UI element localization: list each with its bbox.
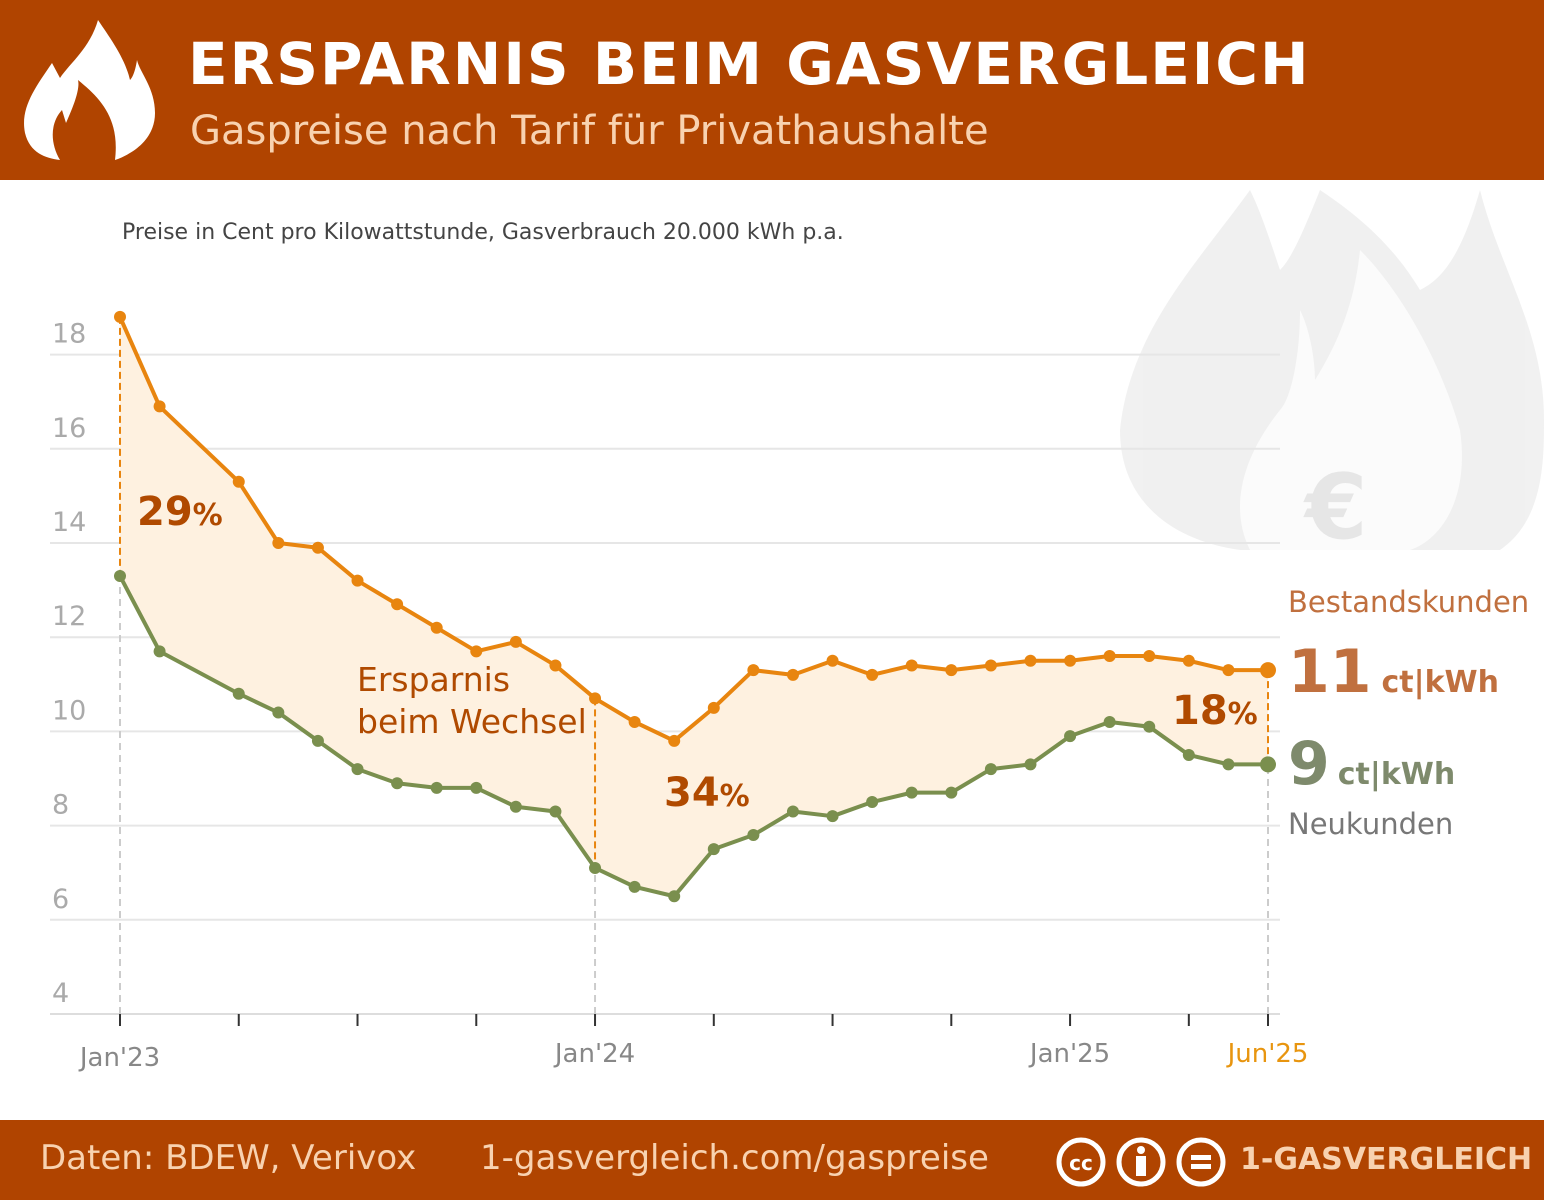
page-title: ERSPARNIS BEIM GASVERGLEICH	[188, 30, 1311, 98]
data-point-bestandskunden	[272, 537, 285, 549]
data-point-neukunden	[668, 890, 681, 903]
chart: € 4 6 8 10 12 14 16 18 Jan'23 Jan'24 Jan'25 Jun'25…	[50, 190, 1544, 1073]
data-point-neukunden	[707, 843, 720, 856]
y-tick-label: 10	[52, 695, 86, 726]
data-point-bestandskunden	[826, 654, 839, 667]
data-point-neukunden	[1143, 720, 1156, 733]
data-point-neukunden	[1103, 715, 1116, 728]
data-point-bestandskunden	[153, 400, 166, 413]
footer-source: Daten: BDEW, Verivox	[40, 1138, 417, 1178]
data-point-bestandskunden	[905, 659, 918, 672]
data-point-neukunden	[628, 880, 641, 893]
data-point-neukunden	[351, 763, 364, 776]
license-icons: cc	[1056, 1137, 1226, 1187]
flame-icon	[24, 20, 156, 160]
data-point-neukunden	[747, 829, 760, 842]
data-point-bestandskunden	[1024, 654, 1037, 667]
svg-text:€: €	[1303, 455, 1368, 560]
data-point-neukunden	[826, 810, 839, 823]
savings-label-2025: 18%	[1172, 688, 1258, 734]
chart-note: Preise in Cent pro Kilowattstunde, Gasve…	[122, 220, 844, 245]
area-label-line1: Ersparnis	[357, 660, 510, 699]
data-point-neukunden	[1260, 756, 1276, 773]
data-point-bestandskunden	[945, 664, 958, 677]
by-icon	[1116, 1137, 1166, 1187]
data-point-neukunden	[549, 805, 562, 818]
data-point-bestandskunden	[351, 574, 364, 587]
data-point-neukunden	[1182, 748, 1195, 761]
savings-label-2023: 29%	[137, 489, 223, 535]
data-point-bestandskunden	[509, 635, 522, 648]
data-point-bestandskunden	[470, 645, 483, 658]
data-point-neukunden	[945, 786, 958, 799]
legend-bestandskunden-value: 11 ct|kWh	[1288, 637, 1499, 707]
data-point-neukunden	[272, 706, 285, 719]
y-tick-label: 8	[52, 790, 69, 821]
data-point-neukunden	[430, 781, 443, 794]
footer-brand: 1-GASVERGLEICH	[1240, 1142, 1533, 1177]
y-tick-label: 14	[52, 507, 86, 538]
y-tick-label: 18	[52, 319, 86, 350]
data-point-bestandskunden	[1182, 654, 1195, 667]
data-point-bestandskunden	[1222, 664, 1235, 677]
data-point-neukunden	[153, 645, 166, 658]
y-tick-label: 4	[52, 978, 69, 1009]
legend-neukunden: Neukunden	[1288, 807, 1453, 841]
data-point-neukunden	[1222, 758, 1235, 771]
footer-url[interactable]: 1-gasvergleich.com/gaspreise	[480, 1138, 989, 1178]
data-point-neukunden	[391, 777, 404, 790]
data-point-bestandskunden	[232, 475, 245, 488]
data-point-bestandskunden	[1260, 662, 1276, 679]
data-point-bestandskunden	[984, 659, 997, 672]
cc-icon: cc	[1056, 1137, 1106, 1187]
savings-label-2024: 34%	[664, 770, 750, 816]
data-point-neukunden	[232, 687, 245, 700]
data-point-neukunden	[509, 800, 522, 813]
data-point-neukunden	[311, 734, 324, 747]
legend-neukunden-value: 9 ct|kWh	[1288, 729, 1455, 799]
x-tick-label: Jun'25	[1226, 1039, 1309, 1069]
footer: Daten: BDEW, Verivox 1-gasvergleich.com/…	[0, 1120, 1544, 1200]
data-point-bestandskunden	[549, 659, 562, 672]
x-tick-label: Jan'25	[1028, 1039, 1110, 1069]
savings-area	[120, 316, 1268, 897]
data-point-bestandskunden	[1103, 650, 1116, 663]
watermark-flame-icon: €	[1120, 190, 1544, 560]
data-point-neukunden	[1064, 730, 1077, 743]
y-tick-label: 12	[52, 601, 86, 632]
data-point-bestandskunden	[311, 541, 324, 554]
data-point-bestandskunden	[628, 715, 641, 728]
svg-text:cc: cc	[1069, 1151, 1093, 1175]
data-point-bestandskunden	[707, 701, 720, 714]
nd-icon	[1176, 1137, 1226, 1187]
data-point-bestandskunden	[786, 668, 799, 681]
page-subtitle: Gaspreise nach Tarif für Privathaushalte	[190, 108, 989, 154]
data-point-neukunden	[589, 861, 602, 874]
data-point-bestandskunden	[589, 692, 602, 705]
data-point-bestandskunden	[1143, 650, 1156, 663]
data-point-neukunden	[984, 763, 997, 776]
data-point-neukunden	[866, 796, 879, 809]
data-point-bestandskunden	[114, 310, 126, 323]
data-point-bestandskunden	[747, 664, 760, 677]
data-point-bestandskunden	[668, 734, 681, 747]
header: ERSPARNIS BEIM GASVERGLEICH Gaspreise na…	[0, 0, 1544, 180]
data-point-neukunden	[905, 786, 918, 799]
x-tick-label: Jan'23	[78, 1043, 160, 1073]
data-point-neukunden	[470, 781, 483, 794]
data-point-bestandskunden	[1064, 654, 1077, 667]
data-point-neukunden	[1024, 758, 1037, 771]
y-tick-label: 16	[52, 413, 86, 444]
data-point-bestandskunden	[430, 621, 443, 634]
area-label-line2: beim Wechsel	[357, 702, 587, 741]
x-tick-label: Jan'24	[553, 1039, 635, 1069]
data-point-bestandskunden	[866, 668, 879, 681]
data-point-neukunden	[786, 805, 799, 818]
data-point-neukunden	[114, 569, 126, 582]
y-tick-label: 6	[52, 884, 69, 915]
data-point-bestandskunden	[391, 598, 404, 611]
legend-bestandskunden: Bestandskunden	[1288, 585, 1529, 619]
